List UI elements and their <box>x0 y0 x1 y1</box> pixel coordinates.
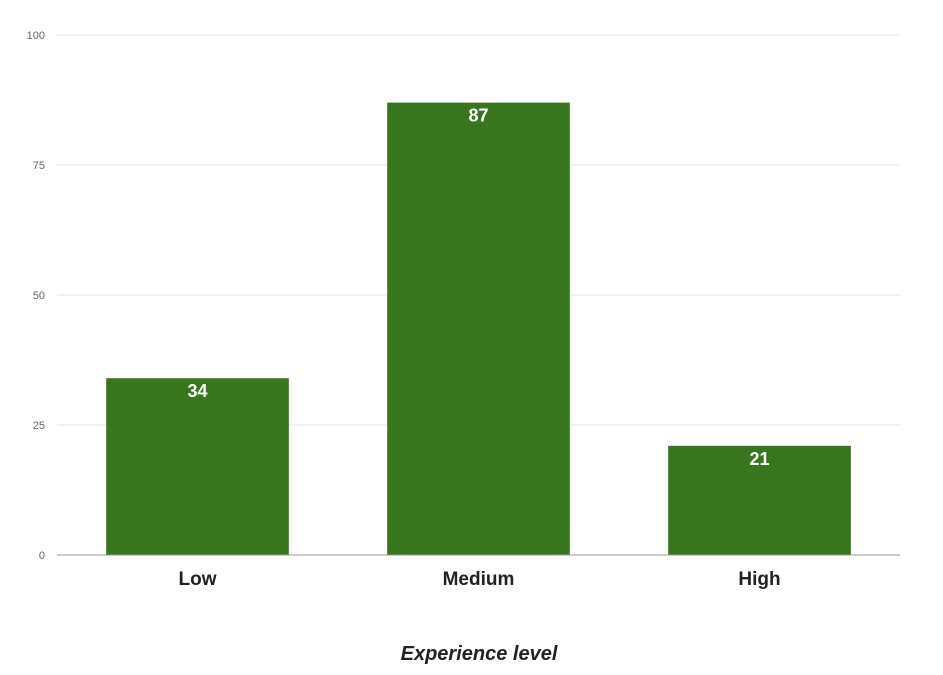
y-tick-label: 50 <box>33 290 45 302</box>
data-labels: 34 87 21 <box>187 106 769 469</box>
data-label-high: 21 <box>749 449 769 469</box>
data-label-medium: 87 <box>468 106 488 126</box>
x-axis-category-labels: Low Medium High <box>179 569 781 590</box>
data-label-low: 34 <box>187 381 207 401</box>
bar-low <box>106 378 289 555</box>
category-label-medium: Medium <box>443 569 515 590</box>
y-tick-label: 0 <box>39 550 45 562</box>
category-label-low: Low <box>179 569 217 590</box>
bar-medium <box>387 102 570 555</box>
x-axis-title: Experience level <box>401 643 558 665</box>
y-tick-label: 25 <box>33 420 45 432</box>
category-label-high: High <box>738 569 780 590</box>
y-tick-label: 100 <box>27 30 45 42</box>
bar-high <box>668 445 851 555</box>
bars <box>106 102 851 555</box>
y-axis-tick-labels: 0 25 50 75 100 <box>27 30 45 562</box>
y-tick-label: 75 <box>33 160 45 172</box>
